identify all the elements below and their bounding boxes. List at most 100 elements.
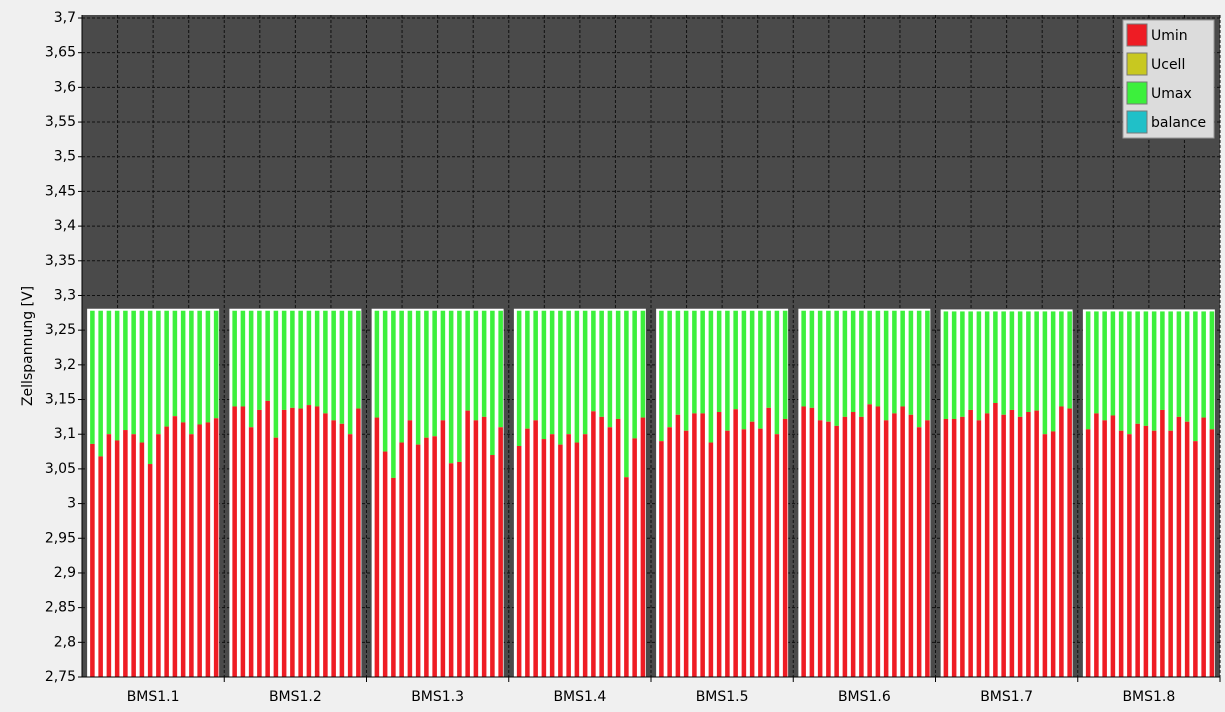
bar-umin [549,434,555,677]
bar-umax [448,310,454,464]
bar-umax [1135,311,1140,424]
bar-umin [925,420,930,677]
bar-umin [883,420,889,677]
bar-umax [257,310,262,410]
bar-umin [766,407,771,677]
bar-umax [984,311,990,414]
bar-umin [968,409,973,677]
bar-umin [424,437,429,677]
legend-swatch [1126,81,1148,105]
y-tick-label: 3,55 [45,114,76,130]
bar-umin [147,464,153,677]
bar-umin [826,421,831,677]
legend-label: Ucell [1151,57,1185,73]
bar-umax [189,310,194,435]
bar-umin [399,442,404,677]
bar-umax [774,310,780,435]
bar-umax [339,310,345,424]
y-tick-label: 3,05 [45,461,76,477]
bar-umin [951,418,957,677]
bar-umin [1042,434,1048,677]
bar-umax [525,310,530,429]
bar-umax [725,310,730,431]
bar-umin [1017,416,1023,677]
bar-umin [1001,414,1006,677]
bar-umax [925,310,930,421]
bar-umin [892,413,897,677]
bar-umin [741,429,747,677]
bar-umin [232,406,237,677]
bar-umin [599,416,604,677]
bar-umax [240,310,246,407]
bar-umax [232,310,237,407]
x-tick-label: BMS1.4 [553,689,606,705]
bar-umin [624,477,629,677]
y-tick-label: 3,15 [45,392,76,408]
bar-umin [984,413,990,677]
bar-umax [281,310,287,410]
bar-umin [440,420,446,677]
bar-umin [1135,423,1140,677]
bar-umax [758,310,763,429]
bar-umin [782,418,788,677]
bar-umax [213,310,219,419]
bar-umax [624,310,629,478]
bar-umin [1143,425,1149,677]
bar-umin [331,420,336,677]
bar-umax [106,310,112,435]
bar-umax [156,310,161,435]
bar-umax [1151,311,1157,431]
bar-umax [640,310,646,418]
bar-umax [826,310,831,422]
x-tick-label: BMS1.7 [980,689,1033,705]
bar-umin [290,407,295,677]
bar-umin [659,441,664,677]
bar-umax [298,310,303,409]
bar-umax [749,310,755,422]
bar-umax [415,310,421,445]
bar-umin [1176,416,1182,677]
bar-umax [943,311,949,419]
bar-umax [875,310,881,407]
bar-umax [356,310,361,409]
bar-umin [834,425,839,677]
bar-umax [859,310,864,417]
bar-umax [391,310,396,478]
bar-umax [591,310,596,412]
bar-umax [432,310,437,437]
bar-umin [213,418,219,677]
bar-umin [615,418,621,677]
bar-umin [908,414,914,677]
bar-umax [892,310,897,414]
bar-umax [683,310,689,431]
bar-umax [424,310,429,438]
bar-umax [172,310,178,417]
bar-umax [481,310,487,417]
bar-umax [908,310,914,415]
bar-umin [692,413,697,677]
legend-swatch [1126,110,1148,134]
bar-umin [257,409,262,677]
x-tick-label: BMS1.2 [269,689,322,705]
x-tick-label: BMS1.5 [696,689,749,705]
bar-umax [1168,311,1173,431]
bar-umin [632,438,637,677]
bar-umin [558,444,563,677]
y-tick-label: 3,25 [45,322,76,338]
bar-umin [1050,431,1056,677]
y-tick-label: 2,8 [54,634,76,650]
bar-umax [248,310,254,428]
bar-umin [273,437,279,677]
bar-umin [859,416,864,677]
legend-label: balance [1151,115,1206,131]
bar-umin [900,406,905,677]
bar-umin [867,404,872,677]
bar-umax [465,310,470,411]
bar-umin [725,430,730,677]
bar-umax [114,310,120,441]
bar-umax [1127,311,1132,435]
bar-umax [883,310,889,421]
bar-umax [265,310,270,401]
bar-umax [407,310,413,421]
bar-umin [123,430,128,677]
